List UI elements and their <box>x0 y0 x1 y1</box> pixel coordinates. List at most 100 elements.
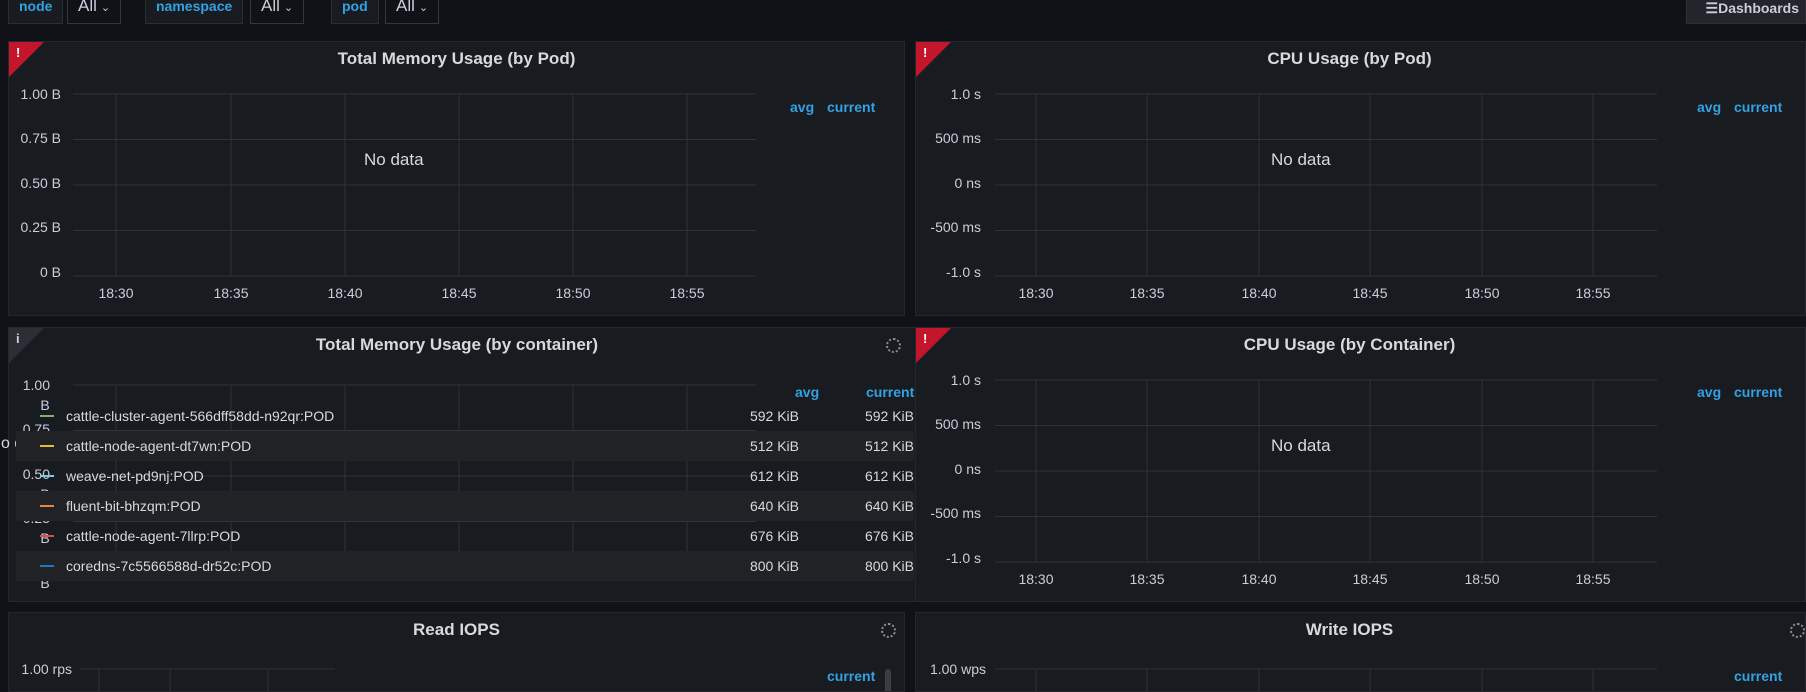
dashboards-button[interactable]: ☰Dashboards <box>1686 0 1806 24</box>
panel-title[interactable]: CPU Usage (by Container) <box>1243 335 1456 354</box>
series-current: 512 KiB <box>864 438 914 454</box>
panel-error-corner[interactable] <box>916 328 951 363</box>
var-node-value: All <box>78 0 97 15</box>
graph-area: 1.00 rps <box>21 661 891 692</box>
y-tick-label: -1.0 s <box>946 550 981 566</box>
x-tick-label: 18:45 <box>1352 571 1387 587</box>
panel-title[interactable]: Write IOPS <box>1305 620 1394 639</box>
series-avg: 512 KiB <box>749 438 799 454</box>
y-tick-label: 500 ms <box>935 130 981 146</box>
dashboards-label: Dashboards <box>1718 0 1799 16</box>
panel-error-corner[interactable] <box>9 42 44 77</box>
chevron-down-icon: ⌄ <box>418 2 429 14</box>
series-swatch <box>40 505 54 507</box>
y-tick-label: 0 ns <box>955 175 981 191</box>
x-tick-label: 18:30 <box>98 285 133 301</box>
x-tick-label: 18:50 <box>1464 571 1499 587</box>
series-current: 640 KiB <box>864 498 914 514</box>
var-pod-label: pod <box>331 0 379 24</box>
y-tick-label: 0 ns <box>955 461 981 477</box>
legend-avg-header[interactable]: avg <box>1697 99 1722 115</box>
y-tick-label: -1.0 s <box>946 264 981 280</box>
loading-spinner-icon <box>881 623 896 638</box>
panel-info-corner[interactable] <box>9 328 44 363</box>
series-name: fluent-bit-bhzqm:POD <box>66 498 201 514</box>
graph-area: 1.00 B 0.75 B 0.50 B 0.25 B 0 B 18:30 18:35 18… <box>21 86 756 301</box>
x-tick-label: 18:35 <box>1129 571 1164 587</box>
y-tick-label: 1.00 wps <box>930 661 986 677</box>
series-swatch <box>40 565 54 567</box>
y-tick-label: 0.75 B <box>21 130 61 146</box>
var-namespace-select[interactable]: All ⌄ <box>250 0 305 24</box>
var-pod-value: All <box>396 0 415 15</box>
series-current: 676 KiB <box>864 528 914 544</box>
series-name: cattle-cluster-agent-566dff58dd-n92qr:PO… <box>66 408 335 424</box>
y-tick-label: -500 ms <box>930 219 981 235</box>
series-avg: 592 KiB <box>749 408 799 424</box>
x-tick-label: 18:55 <box>669 285 704 301</box>
series-avg: 640 KiB <box>749 498 799 514</box>
graph-area: 1.00 wps <box>930 661 1657 691</box>
legend-table: cattle-cluster-agent-566dff58dd-n92qr:PO… <box>16 401 914 581</box>
panel-read-iops: Read IOPS 1.00 rps current <box>8 612 905 692</box>
series-name: cattle-node-agent-dt7wn:POD <box>66 438 252 454</box>
series-name: cattle-node-agent-7llrp:POD <box>66 528 241 544</box>
panel-title[interactable]: Total Memory Usage (by container) <box>315 335 599 354</box>
series-swatch <box>40 445 54 447</box>
x-tick-label: 18:50 <box>555 285 590 301</box>
y-tick-label: 500 ms <box>935 416 981 432</box>
x-tick-label: 18:35 <box>1129 285 1164 301</box>
x-tick-label: 18:40 <box>1241 571 1276 587</box>
y-tick-label: 1.0 s <box>951 372 981 388</box>
panel-error-corner[interactable] <box>916 42 951 77</box>
y-tick-label: 0.50 B <box>21 175 61 191</box>
loading-spinner-icon <box>1790 623 1805 638</box>
panel-write-iops: Write IOPS 1.00 wps current <box>915 612 1806 692</box>
legend-row[interactable]: weave-net-pd9nj:POD 612 KiB 612 KiB <box>16 461 914 491</box>
y-tick-label: 1.00 <box>23 377 50 393</box>
panel-title[interactable]: CPU Usage (by Pod) <box>1267 49 1432 68</box>
y-tick-label: 0.50 <box>23 466 50 482</box>
var-node-label: node <box>8 0 64 24</box>
alert-icon: ! <box>923 45 928 60</box>
y-tick-unit: B <box>40 575 49 591</box>
legend-row[interactable]: cattle-cluster-agent-566dff58dd-n92qr:PO… <box>16 401 914 431</box>
legend-current-header[interactable]: current <box>1734 99 1783 115</box>
info-icon: i <box>16 331 20 346</box>
y-tick-label: -500 ms <box>930 505 981 521</box>
var-node-select[interactable]: All ⌄ <box>67 0 122 24</box>
legend-avg-header[interactable]: avg <box>790 99 815 115</box>
legend-avg-header[interactable]: avg <box>1697 384 1722 400</box>
x-tick-label: 18:50 <box>1464 285 1499 301</box>
legend-current-header[interactable]: current <box>827 99 876 115</box>
series-name: coredns-7c5566588d-dr52c:POD <box>66 558 272 574</box>
panel-title[interactable]: Read IOPS <box>413 620 500 639</box>
series-swatch <box>40 415 54 417</box>
legend-current-header[interactable]: current <box>827 668 876 684</box>
legend-row[interactable]: cattle-node-agent-7llrp:POD 676 KiB 676 Ki… <box>16 521 914 551</box>
series-avg: 676 KiB <box>749 528 799 544</box>
alert-icon: ! <box>923 331 928 346</box>
y-tick-label: 1.0 s <box>951 86 981 102</box>
legend-current-header[interactable]: current <box>1734 668 1783 684</box>
panel-cpu-by-pod: ! CPU Usage (by Pod) 1.0 s 500 ms 0 ns -500… <box>915 41 1806 316</box>
var-pod-select[interactable]: All ⌄ <box>385 0 440 24</box>
legend-current-header[interactable]: current <box>1734 384 1783 400</box>
x-tick-label: 18:35 <box>213 285 248 301</box>
x-tick-label: 18:30 <box>1018 285 1053 301</box>
legend-row[interactable]: fluent-bit-bhzqm:POD 640 KiB 640 KiB <box>16 491 914 521</box>
panel-title[interactable]: Total Memory Usage (by Pod) <box>337 49 576 68</box>
legend-current-header[interactable]: current <box>866 384 915 400</box>
graph-area: 1.0 s 500 ms 0 ns -500 ms -1.0 s 18:30 18:35 1… <box>930 86 1657 301</box>
y-tick-label: 0 B <box>40 264 61 280</box>
legend-avg-header[interactable]: avg <box>795 384 820 400</box>
scrollbar-thumb[interactable] <box>885 669 891 692</box>
legend-row[interactable]: cattle-node-agent-dt7wn:POD 512 KiB 512 Ki… <box>16 431 914 461</box>
no-data-label: No data <box>364 150 424 169</box>
series-swatch <box>40 535 54 537</box>
legend-row[interactable]: coredns-7c5566588d-dr52c:POD 800 KiB 800 K… <box>16 551 914 581</box>
chevron-down-icon: ⌄ <box>283 2 294 14</box>
x-tick-label: 18:45 <box>1352 285 1387 301</box>
menu-icon: ☰ <box>1705 0 1719 16</box>
y-tick-unit: B <box>40 530 49 546</box>
